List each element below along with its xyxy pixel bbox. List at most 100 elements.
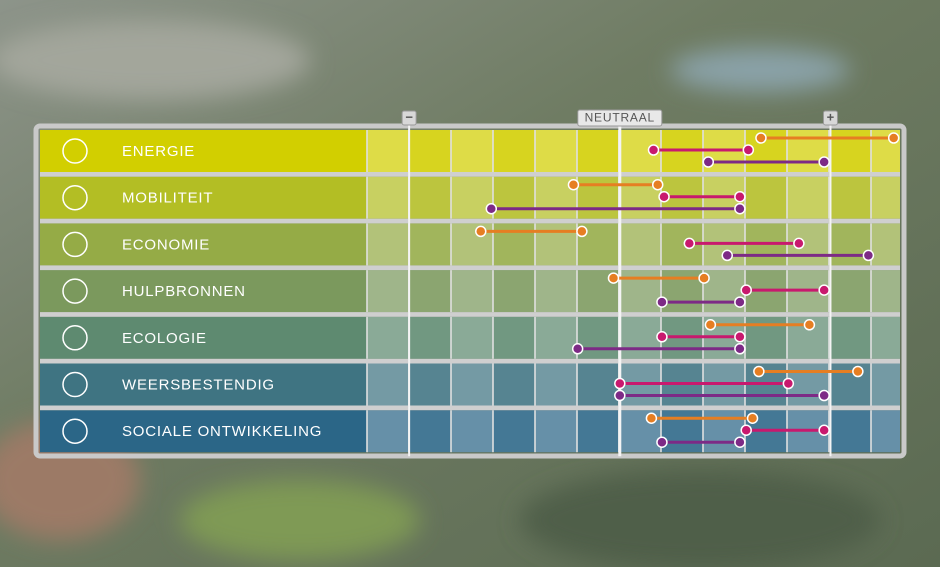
range-start bbox=[721, 249, 733, 262]
range-end bbox=[734, 436, 746, 448]
column-shade bbox=[409, 410, 451, 453]
column-shade bbox=[619, 223, 661, 266]
row-label: HULPBRONNEN bbox=[122, 283, 246, 300]
column-shade bbox=[367, 130, 409, 172]
range-start bbox=[753, 365, 765, 378]
range-start bbox=[614, 389, 626, 402]
column-shade bbox=[829, 410, 871, 453]
column-shade bbox=[871, 363, 900, 406]
row-label: SOCIALE ONTWIKKELING bbox=[122, 423, 322, 440]
tick-box bbox=[577, 109, 663, 127]
row-separator bbox=[40, 358, 900, 364]
range-end bbox=[793, 237, 805, 250]
marks bbox=[475, 132, 900, 448]
tick-label: + bbox=[827, 109, 835, 124]
range-end bbox=[862, 249, 875, 262]
column-shade bbox=[409, 363, 451, 406]
row-background bbox=[40, 176, 900, 219]
row-icon bbox=[62, 231, 88, 258]
column-shade bbox=[493, 316, 535, 359]
tick-box bbox=[401, 110, 417, 126]
column-shade bbox=[535, 223, 577, 266]
range-start bbox=[571, 343, 584, 355]
range-end bbox=[742, 144, 755, 156]
range-end bbox=[576, 225, 588, 238]
range-end bbox=[782, 377, 795, 390]
range-end bbox=[818, 156, 830, 168]
range-start bbox=[656, 436, 668, 448]
column-shade bbox=[871, 410, 900, 453]
column-shade bbox=[451, 270, 493, 313]
column-shade bbox=[619, 270, 661, 313]
column-shade bbox=[409, 176, 451, 219]
range-end bbox=[818, 389, 830, 402]
range-end bbox=[746, 412, 759, 424]
row-separator bbox=[40, 312, 900, 317]
range-start bbox=[702, 156, 715, 168]
column-shade bbox=[577, 176, 619, 219]
column-shade bbox=[493, 363, 535, 406]
column-shade bbox=[409, 223, 451, 266]
column-shade bbox=[661, 410, 703, 453]
range-end bbox=[818, 424, 830, 436]
range-start bbox=[683, 237, 696, 250]
column-shade bbox=[577, 410, 619, 453]
column-shade bbox=[871, 316, 900, 359]
column-shade bbox=[829, 176, 871, 219]
column-shade bbox=[409, 270, 451, 313]
range-start bbox=[755, 132, 767, 144]
column-shade bbox=[535, 410, 577, 453]
column-shade bbox=[577, 130, 619, 172]
row-separator bbox=[40, 265, 900, 271]
column-shade bbox=[493, 270, 535, 313]
column-shade bbox=[871, 223, 900, 266]
range-start bbox=[740, 424, 752, 436]
column-shade bbox=[745, 316, 787, 359]
column-shade bbox=[787, 176, 829, 219]
column-shade bbox=[493, 410, 535, 453]
range-end bbox=[734, 331, 746, 343]
column-shade bbox=[367, 223, 409, 266]
column-shade bbox=[493, 176, 535, 219]
range-start bbox=[740, 284, 752, 296]
row-label: MOBILITEIT bbox=[122, 190, 213, 207]
column-shade bbox=[367, 363, 409, 406]
range-start bbox=[567, 178, 580, 191]
range-end bbox=[734, 343, 746, 355]
column-shade bbox=[493, 223, 535, 266]
column-shade bbox=[829, 130, 871, 172]
range-start bbox=[475, 225, 487, 238]
range-end bbox=[698, 272, 710, 284]
range-start bbox=[645, 412, 658, 424]
row-label: ENERGIE bbox=[122, 143, 195, 160]
row-icon bbox=[62, 418, 88, 444]
column-shade bbox=[535, 270, 577, 313]
column-shade bbox=[535, 363, 577, 406]
row-label: ECOLOGIE bbox=[122, 330, 207, 347]
range-start bbox=[704, 319, 717, 331]
column-shade bbox=[745, 176, 787, 219]
range-end bbox=[852, 365, 864, 378]
row-label: WEERSBESTENDIG bbox=[122, 376, 275, 393]
column-shade bbox=[451, 176, 493, 219]
column-shade bbox=[367, 316, 409, 359]
range-start bbox=[647, 144, 660, 156]
row-icon bbox=[62, 184, 88, 211]
range-start bbox=[607, 272, 620, 284]
range-start bbox=[614, 377, 626, 390]
column-shade bbox=[829, 363, 871, 406]
row-label: ECONOMIE bbox=[122, 236, 210, 253]
range-end bbox=[651, 178, 664, 191]
column-shade bbox=[493, 130, 535, 172]
range-end bbox=[887, 132, 900, 144]
column-shade bbox=[577, 363, 619, 406]
column-shade bbox=[829, 316, 871, 359]
row-icon bbox=[62, 278, 88, 304]
range-end bbox=[818, 284, 830, 296]
panel-frame bbox=[33, 123, 907, 459]
tick-label: NEUTRAAL bbox=[585, 111, 655, 125]
range-start bbox=[656, 296, 668, 308]
column-shade bbox=[871, 176, 900, 219]
